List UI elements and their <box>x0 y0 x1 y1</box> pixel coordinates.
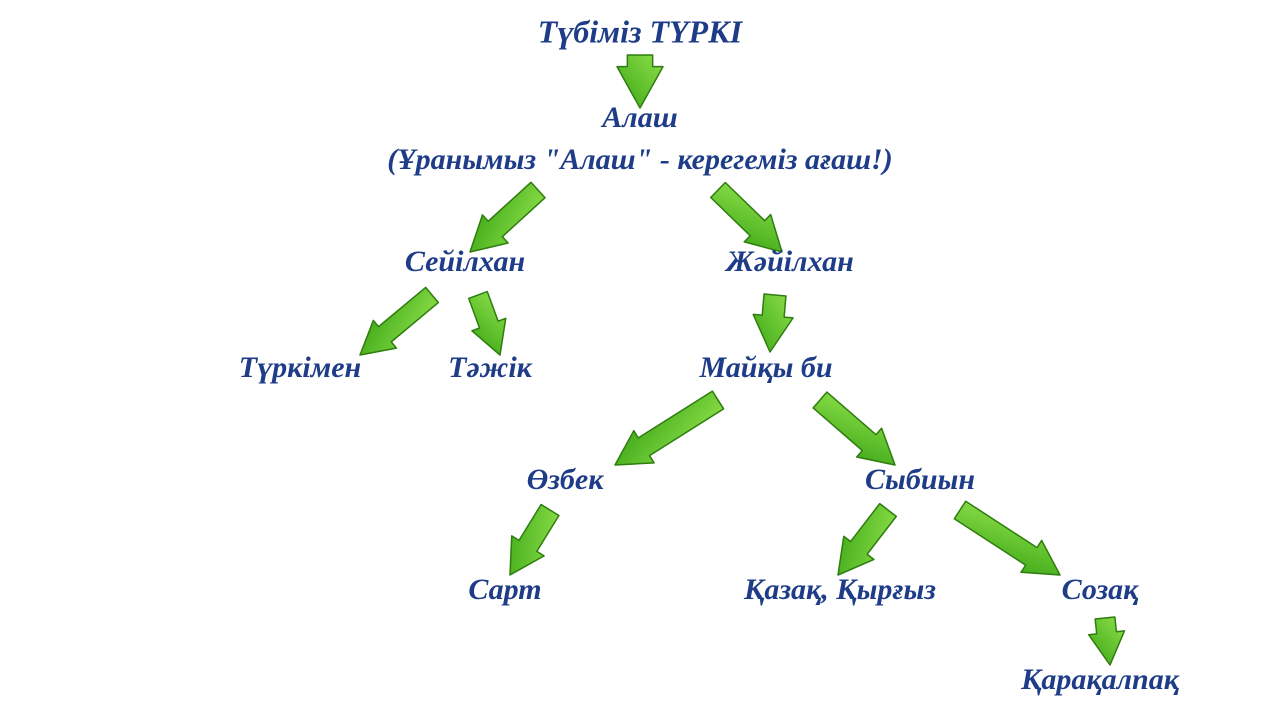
node-tazhik: Тәжік <box>448 351 532 385</box>
node-alash: Алаш <box>602 101 677 135</box>
node-ozbek: Өзбек <box>527 463 604 497</box>
diagram-stage: Түбіміз ТҮРКІ Алаш (Ұранымыз "Алаш" - ке… <box>0 0 1280 720</box>
node-sybian: Сыбиын <box>865 463 975 497</box>
node-root: Түбіміз ТҮРКІ <box>538 14 743 51</box>
node-karakalpak: Қарақалпақ <box>1021 663 1179 697</box>
node-sart: Сарт <box>468 573 541 607</box>
node-alash-subtitle: (Ұранымыз "Алаш" - керегеміз ағаш!) <box>387 143 892 177</box>
node-kazak-kyrgyz: Қазақ, Қырғыз <box>744 573 936 607</box>
node-sozak: Созақ <box>1062 573 1139 607</box>
node-maiky-bi: Майқы би <box>699 351 832 385</box>
node-zhailkhan: Жәйілхан <box>726 245 854 279</box>
node-seilkhan: Сейілхан <box>405 245 525 279</box>
node-turkmen: Түркімен <box>239 351 361 385</box>
